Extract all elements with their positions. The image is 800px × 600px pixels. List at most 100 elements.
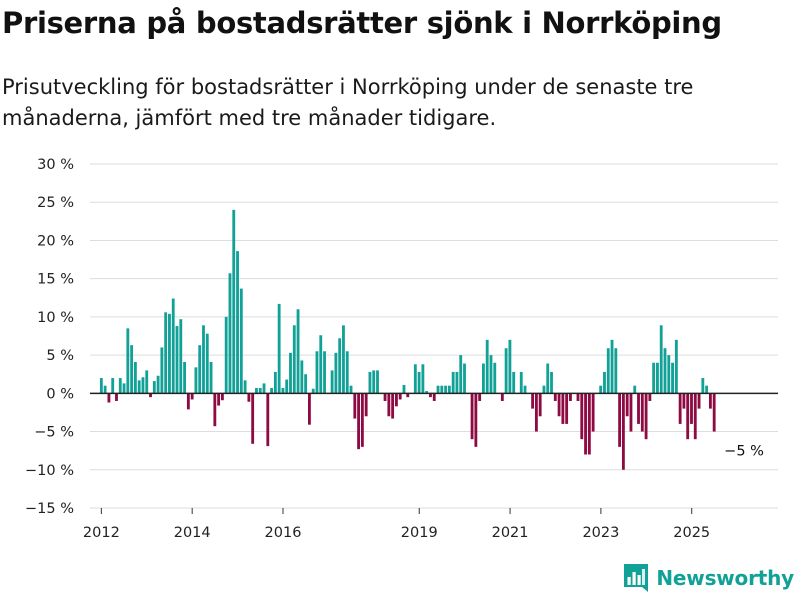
bar (364, 393, 368, 417)
bar (349, 385, 353, 394)
bar (126, 328, 130, 394)
y-tick-label: 25 % (37, 195, 74, 211)
bar (417, 371, 421, 394)
bar (239, 288, 243, 394)
bar (682, 393, 686, 409)
bar (553, 393, 557, 401)
bar (251, 393, 255, 444)
bar (224, 316, 228, 394)
bar (637, 393, 640, 424)
y-tick-label: 30 % (37, 157, 74, 173)
bar (190, 393, 194, 400)
y-gridlines (90, 163, 778, 509)
bar (270, 387, 274, 394)
bar (258, 387, 262, 394)
bar (618, 393, 622, 447)
bar (118, 378, 122, 394)
bars (99, 209, 716, 470)
x-tick-label: 2014 (174, 525, 211, 541)
y-tick-label: 10 % (37, 310, 74, 326)
bar (538, 393, 542, 417)
bar (693, 393, 697, 440)
bar (220, 393, 224, 401)
bar (236, 251, 239, 394)
bar (353, 393, 357, 419)
bar (247, 393, 251, 402)
x-tick-label: 2023 (582, 525, 619, 541)
y-tick-label: −10 % (25, 463, 74, 479)
bar (228, 273, 232, 394)
bar (115, 393, 118, 401)
bar (285, 379, 289, 394)
bar (315, 351, 319, 394)
x-tick-label: 2019 (401, 525, 438, 541)
bar (141, 377, 145, 394)
y-tick-label: 15 % (37, 272, 74, 288)
bar (383, 393, 387, 401)
bar (440, 385, 444, 394)
bar (663, 348, 667, 394)
bar (482, 363, 485, 394)
bar (470, 393, 474, 440)
bar (357, 393, 361, 450)
bar (705, 385, 709, 394)
y-tick-label: 5 % (46, 348, 74, 364)
x-tick-label: 2012 (83, 525, 120, 541)
x-tick-label: 2021 (492, 525, 529, 541)
bar (493, 362, 497, 394)
bar (323, 351, 326, 394)
bar (149, 393, 152, 398)
bar (342, 325, 345, 394)
bar (648, 393, 652, 401)
bar (372, 370, 376, 394)
bar (429, 393, 432, 398)
bar (107, 393, 111, 403)
bar (485, 339, 489, 394)
bar (311, 388, 315, 394)
bar (217, 393, 221, 406)
bar (633, 385, 637, 394)
y-tick-label: 20 % (37, 233, 74, 249)
bar (171, 298, 175, 394)
bar (550, 371, 553, 394)
bar (421, 364, 425, 394)
bar (444, 385, 448, 394)
bar (451, 371, 455, 394)
bar (708, 393, 712, 409)
bar (512, 371, 516, 394)
bar (266, 393, 270, 447)
bar (406, 393, 410, 398)
bar (145, 370, 149, 394)
bar (697, 393, 701, 409)
bar (463, 363, 466, 394)
bar (667, 355, 671, 394)
bar (459, 355, 463, 394)
bar (569, 393, 572, 401)
bar (198, 345, 202, 394)
bar (587, 393, 591, 455)
bar (391, 393, 395, 419)
bar (262, 383, 266, 394)
bar (447, 385, 451, 394)
bar (534, 393, 538, 432)
bar (474, 393, 478, 447)
bar (432, 393, 436, 401)
bar (478, 393, 482, 401)
bar (202, 325, 205, 394)
bar (122, 383, 126, 394)
bar (168, 313, 171, 394)
bar (671, 362, 674, 394)
bar (584, 393, 587, 455)
bar (277, 303, 281, 394)
bar (606, 348, 610, 394)
bar (531, 393, 535, 409)
bar (591, 393, 595, 432)
bar (610, 339, 614, 394)
bar (580, 393, 584, 440)
bar (360, 393, 364, 447)
bar (307, 393, 311, 425)
bar (686, 393, 690, 440)
bar (387, 393, 391, 417)
bar (152, 381, 156, 394)
bar (296, 309, 300, 394)
